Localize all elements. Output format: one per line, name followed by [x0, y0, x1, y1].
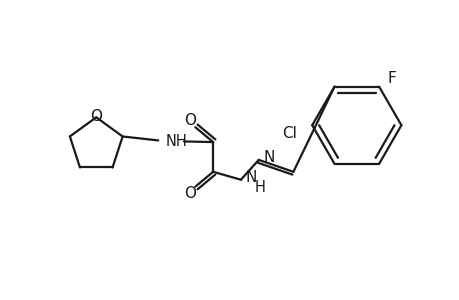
Text: N: N — [245, 170, 257, 185]
Text: O: O — [184, 113, 196, 128]
Text: F: F — [386, 71, 395, 86]
Text: N: N — [263, 150, 274, 165]
Text: O: O — [90, 109, 102, 124]
Text: Cl: Cl — [282, 126, 297, 141]
Text: O: O — [184, 186, 196, 201]
Text: NH: NH — [165, 134, 187, 149]
Text: H: H — [254, 180, 265, 195]
